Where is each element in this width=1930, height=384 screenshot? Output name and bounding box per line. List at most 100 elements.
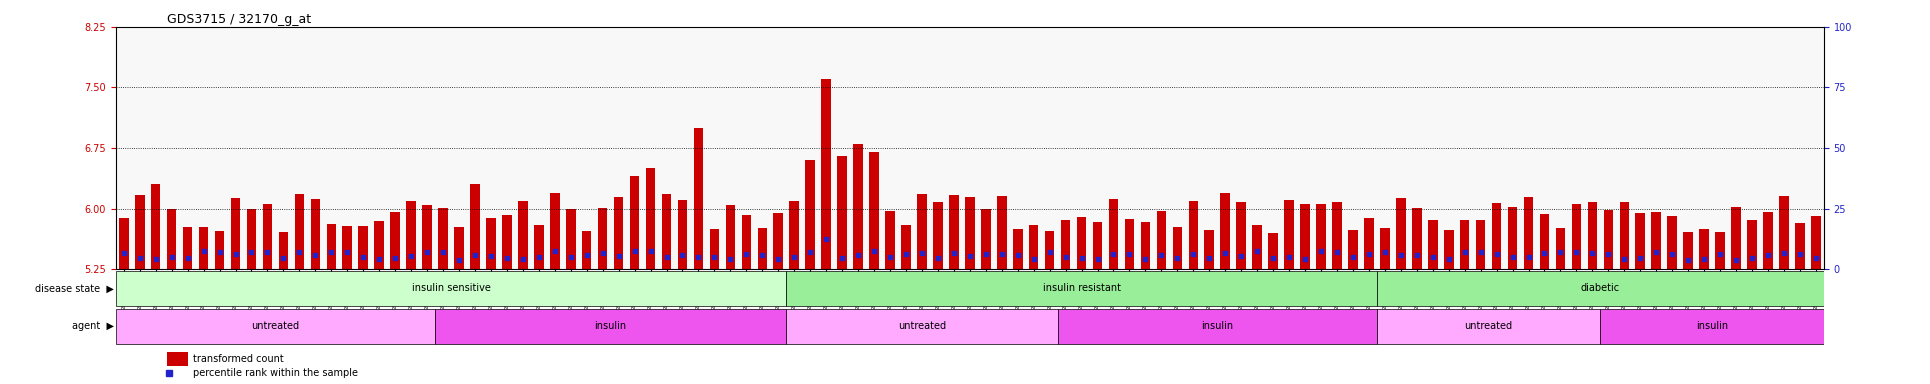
Bar [1444,230,1453,269]
Bar [517,201,527,269]
Bar [1253,225,1262,269]
Bar [1376,271,1824,306]
Bar [950,195,959,269]
Bar [757,228,766,269]
Text: transformed count: transformed count [193,354,284,364]
Bar [311,199,320,269]
Bar [1156,211,1166,269]
Bar [535,225,544,269]
Text: insulin: insulin [1200,321,1233,331]
Bar [1173,227,1183,269]
Bar [598,209,608,269]
Bar [741,215,751,269]
Bar [407,200,415,269]
Bar [278,232,288,269]
Bar [583,231,591,269]
Bar [677,200,687,269]
Bar [1588,202,1598,269]
Bar [1540,214,1550,269]
Bar [1556,228,1565,269]
Bar [1029,225,1038,269]
Bar [1492,204,1502,269]
Bar [1571,204,1581,269]
Bar [166,209,176,269]
Bar [214,231,224,269]
Bar [786,271,1376,306]
Bar [1268,233,1278,269]
Text: agent  ▶: agent ▶ [71,321,114,331]
Bar [199,227,208,269]
Bar [1220,193,1229,269]
Bar [868,152,878,269]
Bar [917,194,926,269]
Bar [693,128,703,269]
Bar [647,168,656,269]
Bar [822,79,832,269]
Bar [1507,207,1517,269]
Bar [1237,202,1247,269]
Bar [434,310,786,344]
Text: insulin resistant: insulin resistant [1042,283,1121,293]
Bar [1668,216,1677,269]
Bar [326,224,336,269]
Bar [965,197,975,269]
Bar [359,225,369,269]
Bar [853,144,863,269]
Bar [774,213,784,269]
Text: insulin: insulin [594,321,627,331]
Bar [183,227,193,269]
Bar [838,156,847,269]
Bar [1349,230,1357,269]
Text: insulin sensitive: insulin sensitive [411,283,490,293]
Bar [1077,217,1087,269]
Bar [1652,212,1662,269]
Bar [1779,196,1789,269]
Bar [374,221,384,269]
Bar [1380,228,1390,269]
Bar [1413,208,1422,269]
Bar [1204,230,1214,269]
Bar [1058,310,1376,344]
Bar [1698,228,1708,269]
Bar [1092,222,1102,269]
Bar [1044,231,1054,269]
Bar [1600,310,1824,344]
Bar [726,205,735,269]
Bar [789,200,799,269]
Bar [1731,207,1741,269]
Bar [120,218,129,269]
Bar [1013,229,1023,269]
Bar [486,218,496,269]
Bar [998,196,1007,269]
Bar [1747,220,1756,269]
Bar [1619,202,1629,269]
Text: diabetic: diabetic [1581,283,1619,293]
Bar [438,208,448,269]
Text: insulin: insulin [1696,321,1727,331]
Bar [1316,204,1326,269]
Bar [1125,218,1135,269]
Bar [1062,220,1071,269]
Bar [390,212,400,269]
Text: percentile rank within the sample: percentile rank within the sample [193,368,357,378]
Bar [1376,310,1600,344]
Bar [423,205,432,269]
Bar [1604,210,1613,269]
Bar [565,209,575,269]
Bar [502,215,511,269]
Bar [1459,220,1469,269]
Bar [262,204,272,269]
Bar [454,227,463,269]
Bar [135,195,145,269]
Bar [1365,218,1374,269]
Text: untreated: untreated [1465,321,1513,331]
Bar [1683,232,1693,269]
Bar [1525,197,1532,269]
Bar [901,225,911,269]
Bar [614,197,623,269]
Bar [116,310,434,344]
Bar [1635,213,1644,269]
Bar [550,192,560,269]
Bar [247,209,257,269]
Text: GDS3715 / 32170_g_at: GDS3715 / 32170_g_at [168,13,311,26]
